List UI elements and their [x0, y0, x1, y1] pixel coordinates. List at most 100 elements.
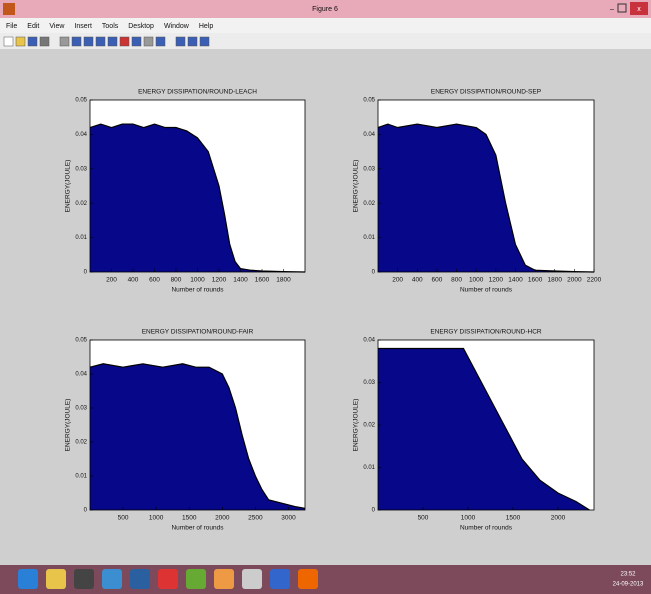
toolbar-button[interactable] — [72, 37, 81, 46]
taskbar-app[interactable] — [102, 569, 122, 589]
toolbar-button[interactable] — [40, 37, 49, 46]
toolbar-button[interactable] — [120, 37, 129, 46]
y-axis-label: ENERGY(JOULE) — [65, 399, 72, 452]
x-tick-label: 200 — [106, 277, 117, 284]
x-axis-label: Number of rounds — [460, 525, 513, 532]
x-tick-label: 200 — [392, 277, 403, 284]
menu-item[interactable]: Desktop — [128, 23, 154, 30]
x-tick-label: 1000 — [461, 515, 476, 522]
toolbar-button[interactable] — [28, 37, 37, 46]
y-tick-label: 0.02 — [75, 201, 87, 207]
y-tick-label: 0.04 — [363, 338, 375, 344]
x-tick-label: 1200 — [489, 277, 504, 284]
taskbar-app[interactable] — [298, 569, 318, 589]
taskbar — [0, 565, 651, 594]
taskbar-app[interactable] — [270, 569, 290, 589]
x-tick-label: 1200 — [212, 277, 227, 284]
y-tick-label: 0.05 — [75, 98, 87, 104]
clock-time: 23:52 — [620, 572, 636, 578]
y-tick-label: 0.02 — [75, 440, 87, 446]
x-tick-label: 1400 — [233, 277, 248, 284]
x-tick-label: 2000 — [567, 277, 582, 284]
close-icon: x — [637, 6, 641, 13]
toolbar-button[interactable] — [60, 37, 69, 46]
toolbar-button[interactable] — [84, 37, 93, 46]
taskbar-app[interactable] — [46, 569, 66, 589]
taskbar-icons — [18, 569, 318, 589]
y-tick-label: 0.01 — [363, 235, 375, 241]
x-tick-label: 1800 — [276, 277, 291, 284]
toolbar-button[interactable] — [108, 37, 117, 46]
y-tick-label: 0.03 — [75, 166, 87, 172]
x-tick-label: 2000 — [215, 515, 230, 522]
x-axis-label: Number of rounds — [171, 525, 224, 532]
toolbar-button[interactable] — [156, 37, 165, 46]
x-tick-label: 2500 — [248, 515, 263, 522]
toolbar-button[interactable] — [144, 37, 153, 46]
x-tick-label: 400 — [412, 277, 423, 284]
toolbar-button[interactable] — [188, 37, 197, 46]
x-axis-label: Number of rounds — [171, 287, 224, 294]
y-tick-label: 0.04 — [363, 132, 375, 138]
y-tick-label: 0.01 — [75, 235, 87, 241]
toolbar-button[interactable] — [176, 37, 185, 46]
toolbar-button[interactable] — [132, 37, 141, 46]
chart-title: ENERGY DISSIPATION/ROUND-FAIR — [142, 329, 254, 336]
menu-item[interactable]: Insert — [74, 23, 92, 30]
y-tick-label: 0.05 — [363, 98, 375, 104]
x-tick-label: 800 — [171, 277, 182, 284]
x-tick-label: 1500 — [182, 515, 197, 522]
chart-title: ENERGY DISSIPATION/ROUND-HCR — [430, 329, 542, 336]
menu-item[interactable]: Window — [164, 23, 190, 30]
x-tick-label: 600 — [431, 277, 442, 284]
x-tick-label: 2200 — [587, 277, 602, 284]
x-tick-label: 1500 — [506, 515, 521, 522]
y-tick-label: 0.03 — [363, 380, 375, 386]
taskbar-app[interactable] — [74, 569, 94, 589]
x-axis-label: Number of rounds — [460, 287, 513, 294]
x-tick-label: 1600 — [528, 277, 543, 284]
menu-item[interactable]: Help — [199, 23, 214, 30]
taskbar-app[interactable] — [130, 569, 150, 589]
toolbar-button[interactable] — [96, 37, 105, 46]
y-tick-label: 0.01 — [75, 474, 87, 480]
minimize-button[interactable]: – — [610, 6, 614, 13]
menu-item[interactable]: View — [49, 23, 65, 30]
taskbar-app[interactable] — [18, 569, 38, 589]
y-tick-label: 0.03 — [363, 166, 375, 172]
x-tick-label: 3000 — [281, 515, 296, 522]
y-tick-label: 0.01 — [363, 465, 375, 471]
y-axis-label: ENERGY(JOULE) — [353, 399, 360, 452]
taskbar-app[interactable] — [242, 569, 262, 589]
y-tick-label: 0.02 — [363, 201, 375, 207]
x-tick-label: 1400 — [508, 277, 523, 284]
x-tick-label: 1600 — [255, 277, 270, 284]
toolbar-button[interactable] — [4, 37, 13, 46]
y-tick-label: 0.02 — [363, 423, 375, 429]
x-tick-label: 500 — [418, 515, 429, 522]
x-tick-label: 600 — [149, 277, 160, 284]
toolbar-button[interactable] — [200, 37, 209, 46]
clock-date: 24-09-2013 — [613, 582, 644, 588]
x-tick-label: 1000 — [149, 515, 164, 522]
y-tick-label: 0.04 — [75, 132, 87, 138]
window-title: Figure 6 — [312, 6, 338, 13]
taskbar-app[interactable] — [214, 569, 234, 589]
x-tick-label: 1000 — [190, 277, 205, 284]
menu-item[interactable]: File — [6, 23, 17, 30]
chart-title: ENERGY DISSIPATION/ROUND-LEACH — [138, 89, 257, 96]
taskbar-app[interactable] — [186, 569, 206, 589]
y-tick-label: 0.03 — [75, 406, 87, 412]
x-tick-label: 400 — [128, 277, 139, 284]
x-tick-label: 1000 — [469, 277, 484, 284]
menu-item[interactable]: Tools — [102, 23, 119, 30]
x-tick-label: 1800 — [547, 277, 562, 284]
x-tick-label: 500 — [118, 515, 129, 522]
y-tick-label: 0.05 — [75, 338, 87, 344]
menu: File Edit View Insert Tools Desktop Window Help — [6, 23, 213, 30]
taskbar-app[interactable] — [158, 569, 178, 589]
toolbar-button[interactable] — [16, 37, 25, 46]
y-axis-label: ENERGY(JOULE) — [65, 160, 72, 213]
menu-item[interactable]: Edit — [27, 23, 39, 30]
x-tick-label: 800 — [451, 277, 462, 284]
